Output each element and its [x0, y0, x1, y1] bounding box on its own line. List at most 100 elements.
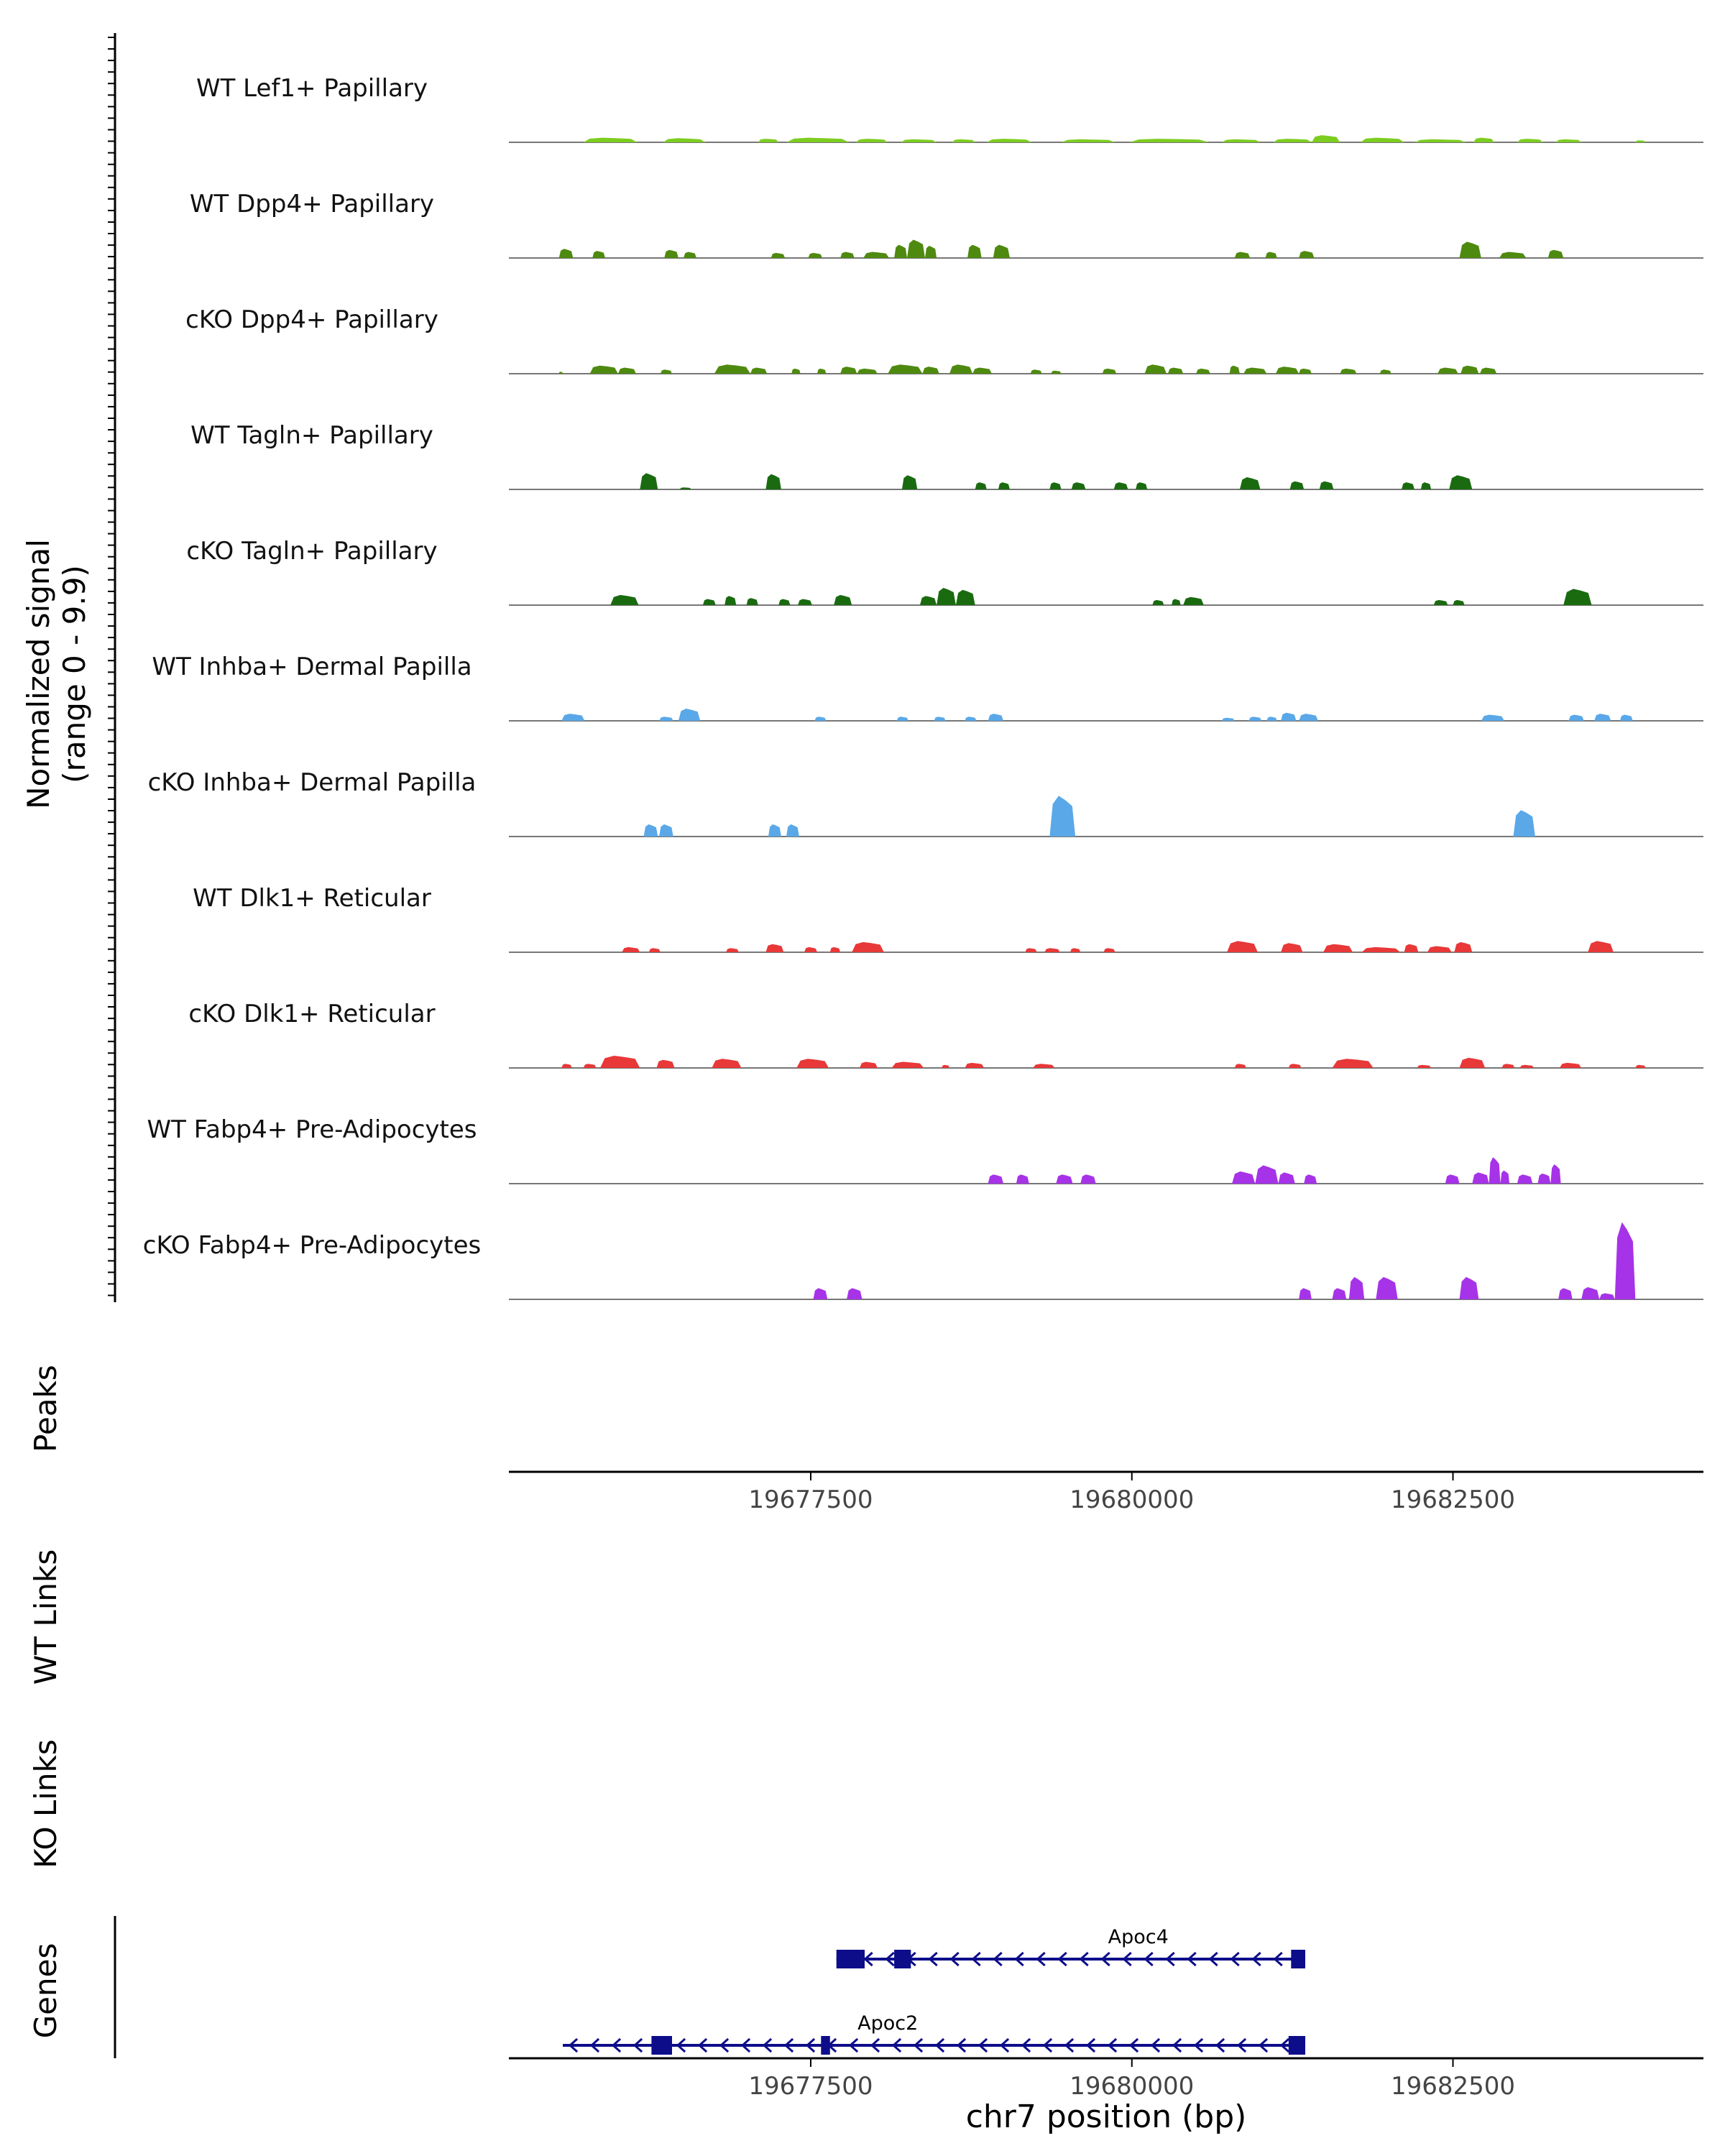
coverage-peak [1030, 369, 1042, 374]
coverage-peak [1453, 599, 1465, 605]
coverage-track: cKO Dpp4+ Papillary [185, 305, 1703, 374]
strand-arrow [568, 2037, 579, 2053]
coverage-peak [896, 717, 908, 721]
coverage-peak [768, 824, 781, 837]
coverage-peak [1445, 1174, 1460, 1184]
track-label: WT Dlk1+ Reticular [193, 884, 431, 913]
coverage-peak [1459, 1276, 1479, 1299]
coverage-peak [1563, 589, 1592, 605]
x-axis-tick-label: 19677500 [748, 2072, 873, 2101]
coverage-peak [1568, 714, 1584, 721]
strand-arrow [1014, 1951, 1024, 1967]
coverage-peak [965, 717, 977, 721]
coverage-peak [1136, 482, 1148, 489]
coverage-peak [1501, 1064, 1515, 1068]
track-label: cKO Fabp4+ Pre-Adipocytes [143, 1231, 482, 1260]
coverage-peak [796, 1059, 829, 1068]
coverage-peak [1299, 1288, 1312, 1299]
coverage-peak [1248, 717, 1262, 721]
ko-links-panel-label: KO Links [28, 1739, 63, 1869]
strand-arrow [999, 2037, 1010, 2053]
gene-exon [651, 2036, 672, 2055]
coverage-peak [1360, 137, 1404, 142]
strand-arrow [589, 2037, 600, 2053]
coverage-peak [1340, 368, 1357, 374]
coverage-peak [1311, 135, 1340, 142]
coverage-peak [1025, 948, 1037, 952]
coverage-peak [643, 824, 658, 837]
coverage-peak [988, 714, 1003, 721]
coverage-peak [664, 249, 678, 258]
coverage-peak [1599, 1293, 1615, 1299]
gene-name-label: Apoc2 [857, 2012, 918, 2035]
coverage-peak [640, 473, 658, 489]
strand-arrow [1258, 2037, 1269, 2053]
coverage-peak [1229, 365, 1240, 374]
coverage-peak [855, 139, 888, 142]
coverage-peak [1449, 475, 1473, 489]
coverage-peak [1266, 717, 1277, 721]
coverage-peak [1071, 482, 1086, 489]
coverage-peak [617, 367, 636, 374]
coverage-track: WT Fabp4+ Pre-Adipocytes [147, 1115, 1703, 1184]
coverage-peak [1265, 252, 1277, 258]
coverage-peak [1288, 1064, 1302, 1068]
coverage-peak [678, 709, 701, 721]
gene-model: Apoc4 [836, 1926, 1305, 1968]
coverage-peak [599, 1056, 640, 1068]
coverage-peak [1049, 482, 1062, 489]
strand-arrow [1273, 1951, 1283, 1967]
coverage-peak [1438, 367, 1458, 374]
coverage-peak [975, 482, 987, 489]
coverage-peak [1232, 1171, 1256, 1184]
coverage-peak [561, 1064, 572, 1068]
coverage-peak [786, 137, 850, 142]
coverage-peak [1051, 370, 1062, 374]
coverage-peak [1588, 941, 1614, 952]
coverage-peak [1537, 1173, 1551, 1184]
coverage-peak [1361, 946, 1401, 952]
strand-arrow [676, 2037, 686, 2053]
coverage-peak [852, 941, 884, 952]
gene-annotation-track: Apoc4 Apoc2 [563, 1926, 1305, 2055]
coverage-peak [986, 139, 1032, 142]
coverage-peak [660, 369, 672, 374]
coverage-peak [901, 475, 918, 489]
track-label: cKO Dlk1+ Reticular [188, 1000, 435, 1028]
strand-arrow [1251, 1951, 1261, 1967]
strand-arrow [740, 2037, 751, 2053]
coverage-peak [1273, 139, 1312, 142]
peaks-panel-label: Peaks [28, 1365, 63, 1452]
coverage-peak [847, 1288, 862, 1299]
strand-arrow [956, 2037, 967, 2053]
coverage-peak [589, 365, 618, 374]
peaks-x-axis: 19677500 19680000 19682500 [748, 1472, 1515, 1514]
coverage-peak [1275, 367, 1300, 374]
x-axis-tick-label: 19682500 [1391, 1485, 1515, 1514]
coverage-peak [1433, 599, 1448, 605]
coverage-peak [791, 368, 801, 374]
coverage-peak [988, 1174, 1003, 1184]
coverage-peak [813, 1288, 828, 1299]
strand-arrow [783, 2037, 794, 2053]
coverage-peak [955, 589, 975, 605]
coverage-peak [1323, 944, 1353, 952]
coverage-peak [1517, 139, 1543, 142]
signal-y-axis-label: Normalized signal [21, 539, 56, 809]
x-axis-tick-label: 19680000 [1070, 1485, 1194, 1514]
coverage-peak [1278, 1172, 1295, 1184]
coverage-peak [1070, 948, 1081, 952]
strand-arrow [1208, 1951, 1218, 1967]
coverage-peak [1519, 1064, 1535, 1068]
strand-arrow [870, 2037, 880, 2053]
strand-arrow [632, 2037, 643, 2053]
coverage-peak [891, 1061, 924, 1068]
coverage-peak [1332, 1288, 1347, 1299]
strand-arrow [1042, 2037, 1053, 2053]
strand-arrow [697, 2037, 708, 2053]
coverage-peak [714, 364, 750, 374]
coverage-peak [583, 1064, 597, 1068]
coverage-peak [1304, 1174, 1317, 1184]
coverage-peak [558, 249, 574, 258]
coverage-peak [1559, 1062, 1582, 1068]
